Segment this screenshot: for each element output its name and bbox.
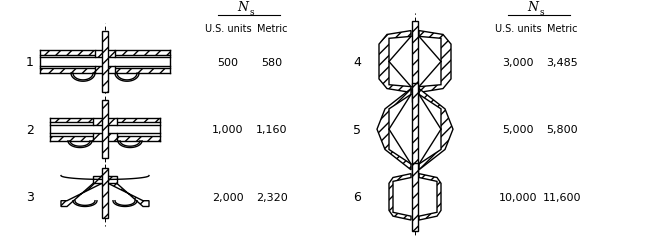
Text: N: N (237, 1, 248, 14)
Bar (102, 168, 108, 218)
Text: 4: 4 (353, 56, 361, 69)
Polygon shape (377, 89, 411, 170)
Text: 1,000: 1,000 (212, 125, 244, 135)
Text: 11,600: 11,600 (542, 192, 581, 202)
Polygon shape (115, 69, 170, 74)
Polygon shape (115, 51, 170, 56)
Text: Metric: Metric (547, 24, 577, 34)
Text: 5,000: 5,000 (502, 125, 534, 135)
Bar (412, 163, 418, 231)
Bar (412, 84, 418, 176)
Text: Metric: Metric (257, 24, 287, 34)
Polygon shape (93, 118, 117, 126)
Polygon shape (379, 32, 411, 93)
Bar (102, 101, 108, 158)
Text: s: s (250, 8, 255, 17)
Polygon shape (50, 118, 93, 123)
Text: U.S. units: U.S. units (495, 24, 541, 34)
Polygon shape (40, 51, 95, 56)
Text: s: s (540, 8, 544, 17)
Text: 3: 3 (26, 190, 34, 203)
Bar (102, 32, 108, 93)
Polygon shape (95, 51, 115, 58)
Polygon shape (419, 89, 453, 170)
Text: 500: 500 (217, 57, 239, 67)
Polygon shape (61, 176, 102, 207)
Text: U.S. units: U.S. units (204, 24, 252, 34)
Text: 10,000: 10,000 (499, 192, 537, 202)
Polygon shape (95, 67, 115, 74)
Text: 1,160: 1,160 (256, 125, 288, 135)
Text: 3,000: 3,000 (502, 57, 534, 67)
Polygon shape (93, 134, 117, 141)
Polygon shape (389, 174, 411, 220)
Polygon shape (40, 69, 95, 74)
Text: 1: 1 (26, 56, 34, 69)
Polygon shape (419, 32, 451, 93)
Text: 3,485: 3,485 (546, 57, 578, 67)
Polygon shape (117, 118, 160, 123)
Text: 5: 5 (353, 123, 361, 136)
Polygon shape (419, 174, 441, 220)
Polygon shape (108, 176, 149, 207)
Text: 580: 580 (261, 57, 283, 67)
Text: 2: 2 (26, 123, 34, 136)
Polygon shape (50, 136, 93, 141)
Text: 5,800: 5,800 (546, 125, 578, 135)
Bar (412, 22, 418, 103)
Polygon shape (93, 176, 117, 184)
Text: 6: 6 (353, 190, 361, 203)
Text: 2,320: 2,320 (256, 192, 288, 202)
Polygon shape (117, 136, 160, 141)
Text: 2,000: 2,000 (212, 192, 244, 202)
Text: N: N (527, 1, 538, 14)
